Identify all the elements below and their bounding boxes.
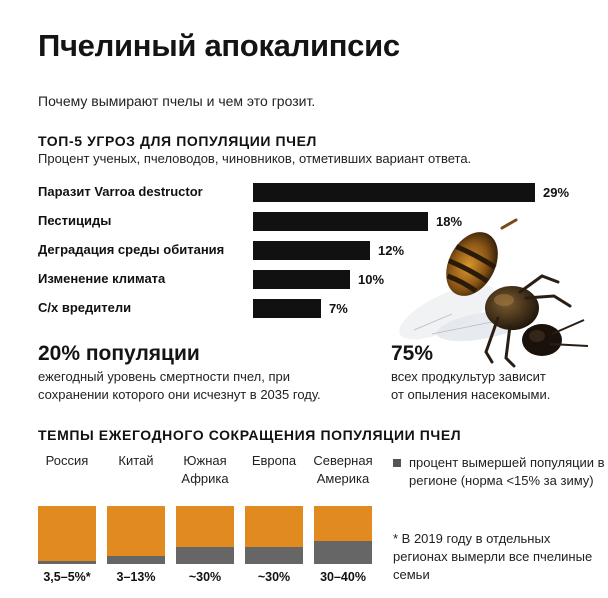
region-column: Южная Африка ~30% bbox=[176, 452, 234, 592]
mortality-stat-desc-line2: сохранении которого они исчезнут в 2035 … bbox=[38, 387, 321, 402]
threat-bar bbox=[253, 270, 350, 289]
threat-bar-value: 29% bbox=[543, 185, 570, 200]
threats-bar-chart: Паразит Varroa destructor 29% Пестициды 18%… bbox=[0, 182, 608, 332]
pollination-stat-desc-line2: от опыления насекомыми. bbox=[391, 387, 551, 402]
region-loss-fill bbox=[314, 541, 372, 564]
legend-swatch bbox=[393, 459, 401, 467]
mortality-stat-desc-line1: ежегодный уровень смертности пчел, при bbox=[38, 369, 291, 384]
decline-region-chart: Россия 3,5–5%* Китай 3–13% Южная Африка ~30% Е… bbox=[0, 452, 608, 592]
page-subtitle: Почему вымирают пчелы и чем это грозит. bbox=[38, 93, 316, 109]
mortality-stat-value: 20% популяции bbox=[38, 342, 200, 365]
bee-illustration bbox=[399, 218, 589, 368]
region-value: 3–13% bbox=[116, 570, 156, 584]
page-title: Пчелиный апокалипсис bbox=[38, 28, 400, 63]
region-column: Европа ~30% bbox=[245, 452, 303, 592]
threat-bar-value: 10% bbox=[358, 272, 385, 287]
threat-bar bbox=[253, 299, 321, 318]
region-square bbox=[38, 506, 96, 564]
threat-bar bbox=[253, 183, 535, 202]
region-value: 3,5–5%* bbox=[43, 570, 91, 584]
threat-bar-value: 12% bbox=[378, 243, 405, 258]
pollination-stat-desc-line1: всех продкультур зависит bbox=[391, 369, 546, 384]
threat-bar-label: С/х вредители bbox=[38, 300, 132, 315]
region-name: Северная Америка bbox=[313, 453, 373, 486]
threat-bar-value: 18% bbox=[436, 214, 463, 229]
decline-chart-title: ТЕМПЫ ЕЖЕГОДНОГО СОКРАЩЕНИЯ ПОПУЛЯЦИИ ПЧ… bbox=[38, 427, 462, 443]
legend-text: процент вымершей популяции в регионе (но… bbox=[409, 455, 605, 488]
region-name: Южная Африка bbox=[181, 453, 229, 486]
threats-chart-subtitle: Процент ученых, пчеловодов, чиновников, … bbox=[38, 151, 472, 166]
pollination-stat-value: 75% bbox=[391, 342, 434, 365]
threat-bar-row: Изменение климата 10% bbox=[0, 269, 608, 289]
region-square bbox=[314, 506, 372, 564]
region-name: Китай bbox=[118, 453, 154, 468]
threat-bar-row: С/х вредители 7% bbox=[0, 298, 608, 318]
region-value: 30–40% bbox=[320, 570, 366, 584]
threat-bar bbox=[253, 241, 370, 260]
region-loss-fill bbox=[107, 556, 165, 564]
region-value: ~30% bbox=[257, 570, 291, 584]
region-square bbox=[245, 506, 303, 564]
region-name: Россия bbox=[45, 453, 89, 468]
threat-bar-row: Деградация среды обитания 12% bbox=[0, 240, 608, 260]
region-value: ~30% bbox=[188, 570, 222, 584]
region-column: Россия 3,5–5%* bbox=[38, 452, 96, 592]
region-loss-fill bbox=[245, 547, 303, 564]
threat-bar-value: 7% bbox=[329, 301, 348, 316]
region-square bbox=[107, 506, 165, 564]
region-column: Китай 3–13% bbox=[107, 452, 165, 592]
threat-bar-label: Паразит Varroa destructor bbox=[38, 184, 203, 199]
threat-bar-row: Паразит Varroa destructor 29% bbox=[0, 182, 608, 202]
threat-bar-label: Пестициды bbox=[38, 213, 112, 228]
threat-bar-label: Изменение климата bbox=[38, 271, 166, 286]
region-name: Европа bbox=[251, 453, 297, 468]
threat-bar bbox=[253, 212, 428, 231]
threats-chart-title: ТОП-5 УГРОЗ ДЛЯ ПОПУЛЯЦИИ ПЧЕЛ bbox=[38, 133, 317, 149]
region-square bbox=[176, 506, 234, 564]
region-column: Северная Америка 30–40% bbox=[313, 452, 372, 592]
region-loss-fill bbox=[38, 561, 96, 564]
threat-bar-row: Пестициды 18% bbox=[0, 211, 608, 231]
footnote: * В 2019 году в отдельных регионах вымер… bbox=[393, 531, 593, 582]
region-loss-fill bbox=[176, 547, 234, 564]
threat-bar-label: Деградация среды обитания bbox=[38, 242, 225, 257]
